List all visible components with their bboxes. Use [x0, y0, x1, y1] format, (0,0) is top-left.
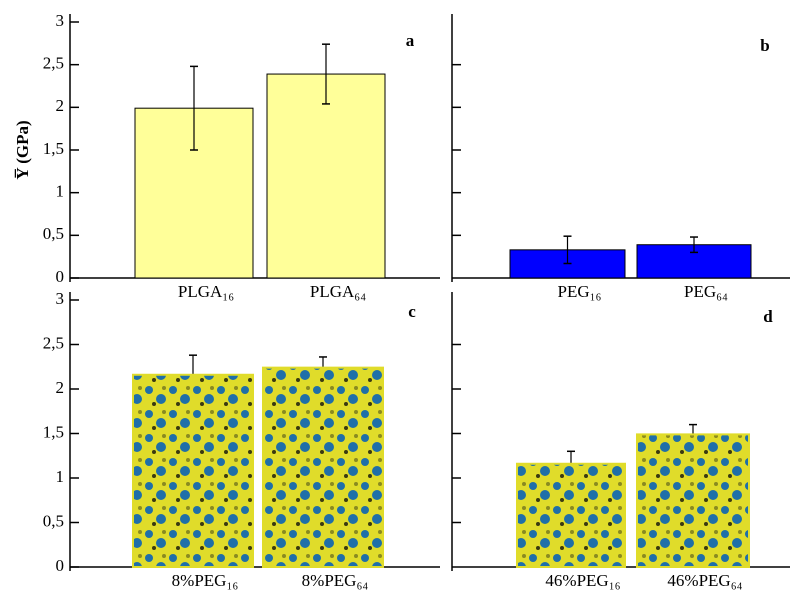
bar — [266, 73, 386, 279]
y-tick-label: 2,5 — [43, 54, 64, 73]
bar — [516, 462, 626, 569]
x-tick-label: PEG₁₆ — [558, 282, 602, 301]
x-tick-label: PEG₆₄ — [684, 282, 728, 301]
x-tick-label: 8%PEG₆₄ — [302, 571, 369, 590]
panel-label: a — [406, 31, 415, 50]
y-tick-label: 2 — [56, 378, 65, 397]
y-tick-label: 1 — [56, 182, 65, 201]
panel-label: c — [408, 302, 416, 321]
x-tick-label: 46%PEG₁₆ — [545, 571, 620, 590]
x-tick-label: PLGA₁₆ — [178, 282, 234, 301]
y-tick-label: 3 — [56, 11, 65, 30]
panel-label: d — [763, 307, 773, 326]
x-tick-label: 46%PEG₆₄ — [667, 571, 742, 590]
y-tick-label: 1 — [56, 467, 65, 486]
bar — [262, 366, 384, 569]
x-tick-label: 8%PEG₁₆ — [172, 571, 239, 590]
y-tick-label: 0 — [56, 267, 65, 286]
bar — [132, 373, 254, 569]
y-tick-label: 0,5 — [43, 224, 64, 243]
x-tick-label: PLGA₆₄ — [310, 282, 366, 301]
y-tick-label: 3 — [56, 289, 65, 308]
y-tick-label: 1,5 — [43, 139, 64, 158]
y-tick-label: 0 — [56, 556, 65, 575]
bar — [636, 433, 750, 569]
y-tick-label: 2,5 — [43, 333, 64, 352]
y-axis-label: Y̅ (GPa) — [13, 120, 32, 179]
panel-label: b — [760, 36, 769, 55]
y-tick-label: 0,5 — [43, 511, 64, 530]
y-tick-label: 1,5 — [43, 422, 64, 441]
y-tick-label: 2 — [56, 96, 65, 115]
